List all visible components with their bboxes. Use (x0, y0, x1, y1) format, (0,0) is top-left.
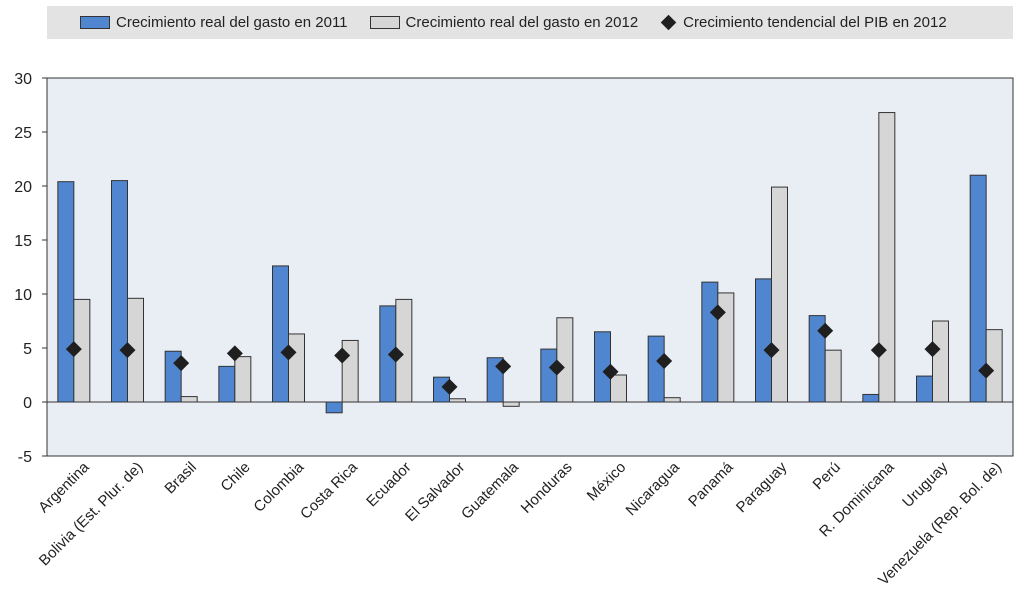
y-tick-label: 30 (14, 71, 32, 88)
y-tick-label: 15 (14, 233, 32, 250)
bar-2011 (862, 393, 880, 403)
x-tick-label: Bolivia (Est. Plur. de) (36, 459, 146, 569)
x-tick-label: Ecuador (363, 459, 415, 511)
plot-area (46, 77, 1014, 457)
pib-marker (763, 342, 780, 359)
bar-2012 (288, 333, 305, 403)
pib-marker (548, 359, 565, 376)
bar-2011 (218, 365, 236, 403)
x-tick-label: Honduras (518, 459, 576, 517)
x-tick-label: Perú (810, 459, 844, 493)
x-tick-label: Brasil (161, 459, 200, 498)
legend-item-2012: Crecimiento real del gasto en 2012 (369, 14, 639, 31)
y-tick-label: -5 (18, 449, 32, 466)
pib-marker (656, 352, 673, 369)
y-tick-label: 10 (14, 287, 32, 304)
x-tick-label: Panamá (685, 458, 737, 510)
bar-2011 (647, 335, 665, 403)
x-tick-label: México (584, 459, 630, 505)
bar-2011 (701, 281, 719, 403)
bar-2012 (502, 401, 520, 407)
bar-2011 (272, 265, 289, 403)
bar-2011 (57, 181, 75, 403)
pib-marker (978, 362, 995, 379)
x-tick-label: Uruguay (899, 458, 951, 510)
bar-2012 (878, 112, 896, 403)
bar-2012 (932, 320, 949, 403)
x-tick-label: Costa Rica (297, 458, 361, 522)
bar-2011 (111, 180, 128, 403)
bar-2012 (234, 356, 252, 403)
bar-2012 (180, 396, 198, 403)
legend-item-2011: Crecimiento real del gasto en 2011 (80, 14, 348, 31)
pib-marker (495, 358, 512, 375)
pib-marker (924, 341, 941, 358)
pib-marker (119, 342, 136, 359)
x-tick-label: Paraguay (733, 458, 791, 516)
bar-2011 (755, 278, 772, 403)
y-tick-label: 5 (23, 341, 32, 358)
bar-2011 (325, 401, 343, 414)
legend-label-2012: Crecimiento real del gasto en 2012 (405, 14, 639, 31)
x-tick-label: Nicaragua (623, 458, 684, 519)
x-tick-label: Chile (217, 459, 253, 495)
bar-2011 (916, 375, 933, 403)
legend-label-2011: Crecimiento real del gasto en 2011 (116, 14, 348, 31)
legend-label-pib: Crecimiento tendencial del PIB en 2012 (683, 14, 947, 31)
pib-marker (334, 347, 351, 364)
pib-marker (226, 345, 243, 362)
legend-item-pib: Crecimiento tendencial del PIB en 2012 (660, 14, 947, 31)
pib-marker (870, 342, 887, 359)
pib-marker (602, 363, 619, 380)
pib-marker (817, 322, 834, 339)
bar-2012 (556, 317, 574, 403)
bar-2012 (771, 186, 788, 403)
y-tick-label: 20 (14, 179, 32, 196)
legend-swatch-2011 (80, 16, 110, 29)
y-tick-label: 25 (14, 125, 32, 142)
bar-2011 (540, 348, 558, 403)
y-tick-label: 0 (23, 395, 32, 412)
legend: Crecimiento real del gasto en 2011 Creci… (47, 6, 1013, 39)
x-tick-label: Guatemala (458, 458, 522, 522)
pib-marker (173, 355, 190, 372)
bar-2012 (663, 397, 681, 403)
bar-2012 (341, 339, 359, 403)
x-tick-label: Colombia (250, 458, 307, 515)
pib-marker (387, 346, 404, 363)
pib-marker (441, 378, 458, 395)
legend-swatch-2012 (369, 16, 400, 29)
bar-2012 (610, 374, 627, 403)
bar-2012 (824, 349, 842, 403)
pib-marker (65, 341, 82, 358)
pib-marker (709, 304, 726, 321)
pib-marker (280, 344, 297, 361)
